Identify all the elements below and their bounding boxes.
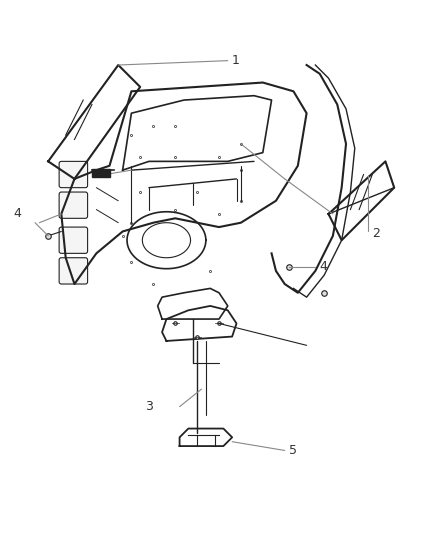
FancyBboxPatch shape [59, 161, 88, 188]
FancyBboxPatch shape [59, 192, 88, 219]
FancyBboxPatch shape [59, 258, 88, 284]
FancyBboxPatch shape [59, 227, 88, 253]
Text: 5: 5 [289, 444, 297, 457]
Text: 2: 2 [372, 227, 380, 240]
Text: 4: 4 [14, 207, 21, 221]
Bar [92, 169, 110, 177]
Text: 4: 4 [320, 260, 328, 273]
Text: 3: 3 [145, 400, 153, 413]
Text: 1: 1 [232, 54, 240, 67]
